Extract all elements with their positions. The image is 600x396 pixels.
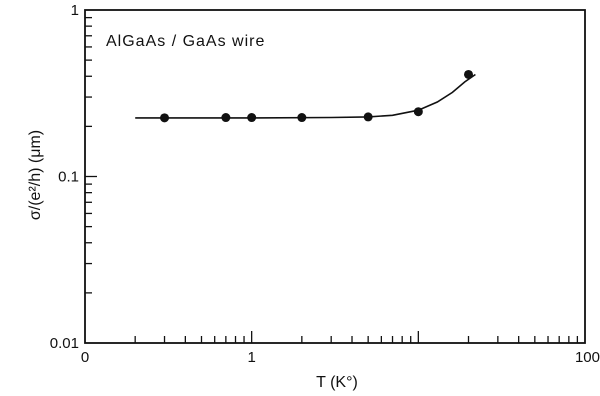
data-point bbox=[160, 113, 170, 123]
x-tick-label: 100 bbox=[575, 349, 600, 366]
data-point bbox=[297, 113, 307, 123]
data-point bbox=[363, 112, 373, 122]
x-axis-ticks: 0 1 100 bbox=[81, 331, 600, 366]
data-point bbox=[221, 113, 231, 123]
y-axis-ticks: 0.01 0.1 1 bbox=[50, 2, 97, 352]
y-axis-title: σ/(e²/h) (μm) bbox=[27, 130, 44, 220]
data-point bbox=[464, 69, 474, 79]
data-point bbox=[413, 107, 423, 117]
annotation-label: AlGaAs / GaAs wire bbox=[106, 33, 265, 50]
x-tick-label: 0 bbox=[81, 349, 89, 366]
fit-curve bbox=[135, 73, 476, 119]
y-tick-label: 0.01 bbox=[50, 335, 79, 352]
y-tick-label: 0.1 bbox=[58, 169, 79, 186]
data-point bbox=[247, 113, 257, 123]
x-axis-title: T (K°) bbox=[316, 374, 358, 391]
data-points bbox=[160, 69, 474, 123]
plot-frame bbox=[84, 9, 586, 344]
y-tick-label: 1 bbox=[71, 2, 79, 19]
x-tick-label: 1 bbox=[247, 349, 255, 366]
